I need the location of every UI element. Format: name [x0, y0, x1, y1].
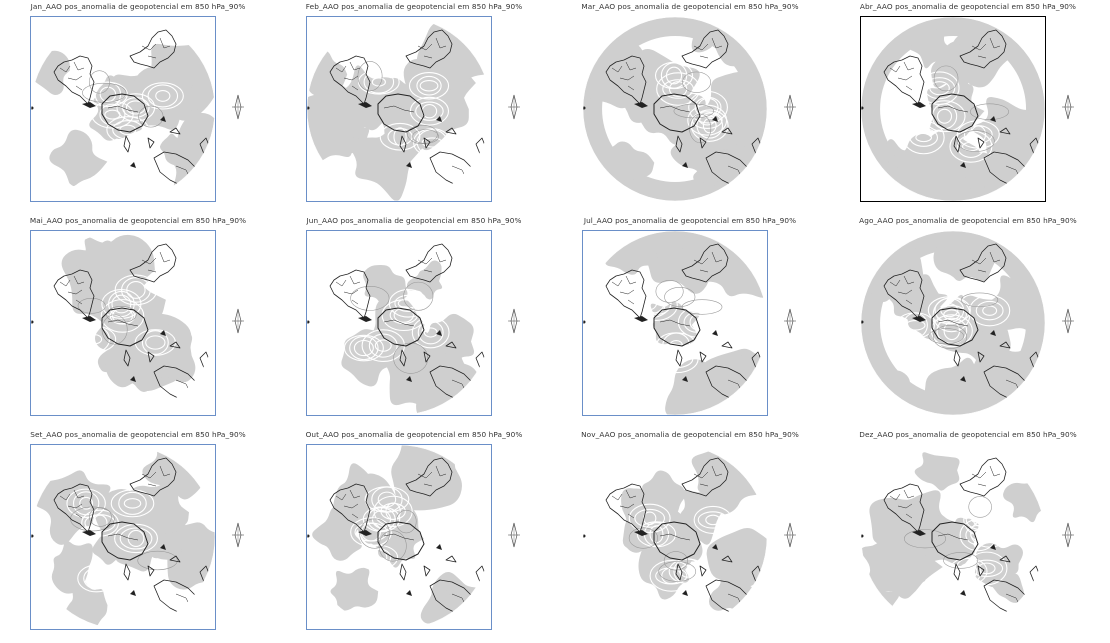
map-panel-set: Set_AAO pos_anomalia de geopotencial em …: [0, 430, 276, 643]
north-arrow-icon: [1062, 308, 1074, 334]
north-arrow-icon: [1062, 94, 1074, 120]
north-arrow-icon: [784, 308, 796, 334]
contour-lines: [350, 486, 413, 571]
polar-map: [860, 230, 1046, 416]
map-frame: [860, 16, 1046, 202]
map-frame: [306, 444, 492, 630]
contour-lines: [343, 289, 450, 363]
polar-map: [860, 16, 1046, 202]
panel-title: Dez_AAO pos_anomalia de geopotencial em …: [859, 430, 1077, 439]
map-frame: [306, 16, 492, 202]
map-panel-out: Out_AAO pos_anomalia de geopotencial em …: [276, 430, 552, 643]
polar-map: [306, 444, 492, 630]
contour-lines: [66, 488, 158, 593]
north-arrow-icon: [232, 522, 244, 548]
anomaly-shading: [583, 445, 767, 615]
map-panel-jan: Jan_AAO pos_anomalia de geopotencial em …: [0, 2, 276, 215]
contour-lines: [948, 503, 1009, 586]
map-frame: [30, 230, 216, 416]
polar-map: [30, 444, 216, 630]
polar-map: [582, 230, 768, 416]
polar-map: [860, 444, 1046, 630]
map-panel-jun: Jun_AAO pos_anomalia de geopotencial em …: [276, 216, 552, 429]
polar-map: [306, 16, 492, 202]
map-frame: [582, 230, 768, 416]
map-panel-feb: Feb_AAO pos_anomalia de geopotencial em …: [276, 2, 552, 215]
anomaly-shading: [307, 243, 487, 415]
north-arrow-icon: [784, 94, 796, 120]
panel-title: Set_AAO pos_anomalia de geopotencial em …: [30, 430, 246, 439]
map-panel-dez: Dez_AAO pos_anomalia de geopotencial em …: [830, 430, 1106, 643]
coastlines: [53, 243, 211, 401]
anomaly-shading: [31, 445, 215, 629]
coastlines: [605, 29, 763, 187]
panel-title: Jun_AAO pos_anomalia de geopotencial em …: [306, 216, 522, 225]
north-arrow-icon: [508, 308, 520, 334]
coastlines: [605, 243, 763, 401]
anomaly-shading: [31, 234, 211, 401]
anomaly-shading: [307, 19, 491, 201]
panel-title: Nov_AAO pos_anomalia de geopotencial em …: [581, 430, 799, 439]
anomaly-shading: [31, 29, 215, 190]
polar-map: [306, 230, 492, 416]
panel-title: Jul_AAO pos_anomalia de geopotencial em …: [583, 216, 797, 225]
north-arrow-icon: [1062, 522, 1074, 548]
polar-map: [30, 230, 216, 416]
polar-map: [30, 16, 216, 202]
panel-title: Mai_AAO pos_anomalia de geopotencial em …: [29, 216, 247, 225]
panel-title: Mar_AAO pos_anomalia de geopotencial em …: [581, 2, 799, 11]
map-panel-jul: Jul_AAO pos_anomalia de geopotencial em …: [552, 216, 828, 429]
coastlines: [883, 457, 1041, 615]
coastlines: [53, 29, 211, 187]
panel-title: Jan_AAO pos_anomalia de geopotencial em …: [30, 2, 246, 11]
map-frame: [306, 230, 492, 416]
polar-map: [582, 444, 768, 630]
map-panel-abr: Abr_AAO pos_anomalia de geopotencial em …: [830, 2, 1106, 215]
panel-title: Ago_AAO pos_anomalia de geopotencial em …: [859, 216, 1077, 225]
polar-map: [582, 16, 768, 202]
map-frame: [30, 444, 216, 630]
north-arrow-icon: [508, 522, 520, 548]
panel-title: Abr_AAO pos_anomalia de geopotencial em …: [859, 2, 1077, 11]
north-arrow-icon: [784, 522, 796, 548]
contour-lines: [73, 274, 176, 356]
panel-title: Out_AAO pos_anomalia de geopotencial em …: [305, 430, 523, 439]
map-panel-ago: Ago_AAO pos_anomalia de geopotencial em …: [830, 216, 1106, 429]
map-frame: [30, 16, 216, 202]
map-panel-mar: Mar_AAO pos_anomalia de geopotencial em …: [552, 2, 828, 215]
panel-title: Feb_AAO pos_anomalia de geopotencial em …: [305, 2, 523, 11]
north-arrow-icon: [232, 308, 244, 334]
north-arrow-icon: [232, 94, 244, 120]
map-panel-mai: Mai_AAO pos_anomalia de geopotencial em …: [0, 216, 276, 429]
map-panel-nov: Nov_AAO pos_anomalia de geopotencial em …: [552, 430, 828, 643]
north-arrow-icon: [508, 94, 520, 120]
anomaly-shading: [861, 452, 1045, 629]
